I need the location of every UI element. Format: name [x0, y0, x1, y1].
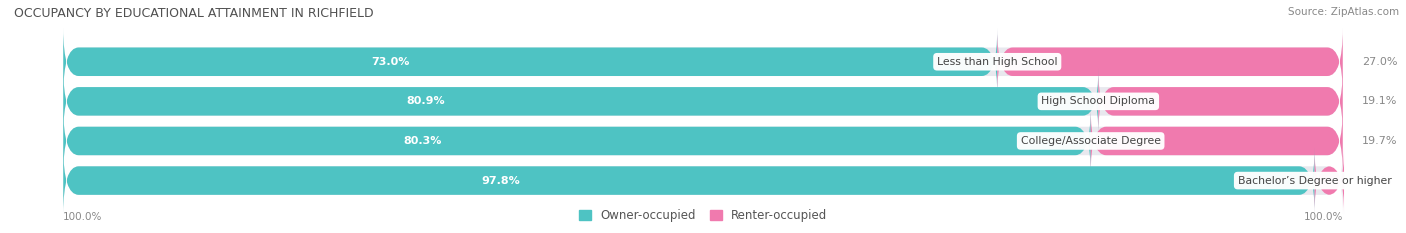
FancyBboxPatch shape [63, 68, 1343, 135]
Legend: Owner-occupied, Renter-occupied: Owner-occupied, Renter-occupied [574, 205, 832, 227]
FancyBboxPatch shape [1091, 108, 1343, 174]
Text: Less than High School: Less than High School [936, 57, 1057, 67]
Text: 73.0%: 73.0% [371, 57, 409, 67]
Text: 97.8%: 97.8% [482, 176, 520, 185]
FancyBboxPatch shape [63, 108, 1091, 174]
Text: 19.7%: 19.7% [1362, 136, 1398, 146]
Text: 80.9%: 80.9% [406, 96, 444, 106]
Text: 100.0%: 100.0% [1303, 212, 1343, 222]
Text: High School Diploma: High School Diploma [1042, 96, 1156, 106]
FancyBboxPatch shape [1098, 68, 1343, 135]
FancyBboxPatch shape [63, 28, 997, 95]
FancyBboxPatch shape [63, 147, 1315, 214]
Text: College/Associate Degree: College/Associate Degree [1021, 136, 1161, 146]
Text: OCCUPANCY BY EDUCATIONAL ATTAINMENT IN RICHFIELD: OCCUPANCY BY EDUCATIONAL ATTAINMENT IN R… [14, 7, 374, 20]
Text: 80.3%: 80.3% [404, 136, 441, 146]
FancyBboxPatch shape [63, 28, 1343, 95]
Text: 19.1%: 19.1% [1362, 96, 1398, 106]
Text: 100.0%: 100.0% [63, 212, 103, 222]
Text: 2.3%: 2.3% [1364, 176, 1392, 185]
FancyBboxPatch shape [63, 108, 1343, 174]
Text: 27.0%: 27.0% [1362, 57, 1398, 67]
FancyBboxPatch shape [997, 28, 1343, 95]
FancyBboxPatch shape [63, 68, 1098, 135]
Text: Source: ZipAtlas.com: Source: ZipAtlas.com [1288, 7, 1399, 17]
FancyBboxPatch shape [1315, 147, 1344, 214]
Text: Bachelor’s Degree or higher: Bachelor’s Degree or higher [1237, 176, 1392, 185]
FancyBboxPatch shape [63, 147, 1343, 214]
